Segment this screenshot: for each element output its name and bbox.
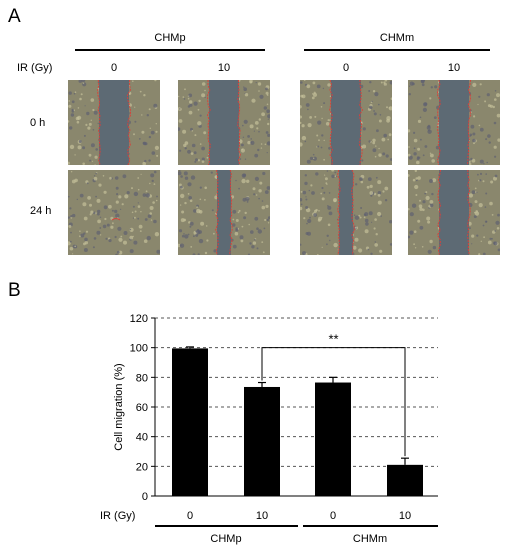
group-label-chmm-bottom: CHMm: [353, 533, 387, 545]
dose-label-3: 0: [342, 62, 350, 74]
panel-a-label: A: [8, 6, 21, 27]
micrograph-24h-chmm-0gy: [300, 170, 392, 255]
dose-label-1: 0: [110, 62, 118, 74]
timepoint-label-24h: 24 h: [30, 205, 52, 217]
significance-label: **: [328, 332, 338, 347]
timepoint-label-0h: 0 h: [30, 117, 46, 129]
significance-bracket: [261, 347, 406, 457]
y-tick-label-40: 40: [136, 432, 148, 444]
y-tick-label-100: 100: [130, 343, 148, 355]
y-tick-label-80: 80: [136, 372, 148, 384]
x-tick-label-2: 10: [256, 510, 268, 522]
y-tick-label-120: 120: [130, 313, 148, 325]
group-label-chmp-top: CHMp: [154, 32, 186, 44]
micrograph-24h-chmm-10gy: [408, 170, 500, 255]
bar-2: [244, 386, 280, 496]
dose-label-4: 10: [447, 62, 461, 74]
group-label-chmp-bottom: CHMp: [210, 533, 241, 545]
x-axis-label: IR (Gy): [100, 510, 135, 522]
micrograph-0h-chmm-10gy: [408, 80, 500, 165]
micrograph-0h-chmp-0gy: [68, 80, 160, 165]
micrograph-24h-chmp-0gy: [68, 170, 160, 255]
group-rule-chmm-top: [304, 49, 490, 51]
dose-label-2: 10: [217, 62, 231, 74]
y-tick-label-0: 0: [142, 491, 148, 503]
y-tick-label-20: 20: [136, 461, 148, 473]
ir-label-top: IR (Gy): [17, 62, 53, 74]
x-tick-label-4: 10: [399, 510, 411, 522]
bar-3: [315, 382, 351, 496]
group-label-chmm-top: CHMm: [379, 32, 415, 44]
bar-4: [387, 464, 423, 496]
y-axis-label: Cell migration (%): [113, 363, 125, 450]
micrograph-24h-chmp-10gy: [178, 170, 270, 255]
y-tick-label-60: 60: [136, 402, 148, 414]
panel-b-label: B: [8, 280, 21, 301]
bar-1: [172, 348, 208, 496]
x-tick-label-3: 0: [330, 510, 336, 522]
x-tick-label-1: 0: [187, 510, 193, 522]
micrograph-0h-chmm-0gy: [300, 80, 392, 165]
group-rule-chmp-top: [75, 49, 265, 51]
micrograph-0h-chmp-10gy: [178, 80, 270, 165]
